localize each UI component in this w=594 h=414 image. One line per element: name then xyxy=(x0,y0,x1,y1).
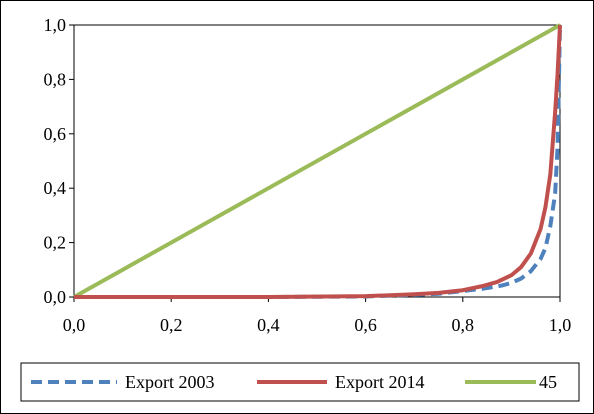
y-tick-label: 1,0 xyxy=(44,15,67,35)
y-tick-label: 0,4 xyxy=(44,178,67,198)
y-tick-label: 0,8 xyxy=(44,69,67,89)
x-tick-label: 0,6 xyxy=(354,315,377,335)
series-line-export-2014 xyxy=(74,24,562,299)
x-tick-label: 1,0 xyxy=(549,315,572,335)
y-axis: 0,0 0,2 0,4 0,6 0,8 1,0 xyxy=(44,15,74,307)
legend-label: 45 xyxy=(539,372,557,392)
series-layer xyxy=(73,23,562,299)
x-tick-label: 0,0 xyxy=(63,315,86,335)
legend-label: Export 2003 xyxy=(125,372,215,392)
y-tick-label: 0,2 xyxy=(44,233,67,253)
y-tick-label: 0,0 xyxy=(44,287,67,307)
x-tick-label: 0,2 xyxy=(160,315,183,335)
x-tick-label: 0,8 xyxy=(452,315,475,335)
x-tick-label: 0,4 xyxy=(257,315,280,335)
legend: Export 2003 Export 2014 45 xyxy=(20,362,580,402)
x-axis: 0,0 0,2 0,4 0,6 0,8 1,0 xyxy=(63,297,572,335)
series-line-45 xyxy=(73,23,561,299)
legend-label: Export 2014 xyxy=(335,372,425,392)
y-tick-label: 0,6 xyxy=(44,124,67,144)
